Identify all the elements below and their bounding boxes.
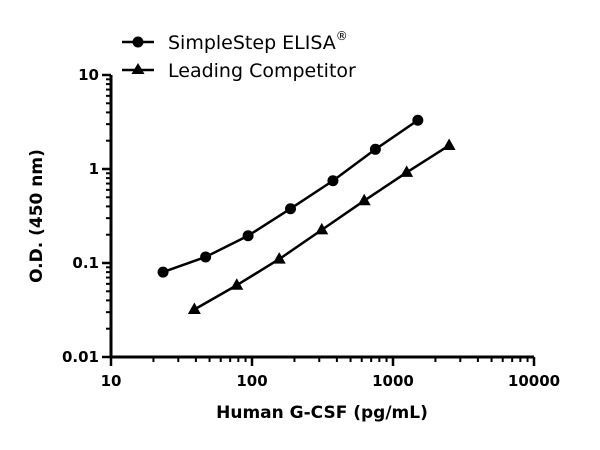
data-point-circle <box>327 175 339 187</box>
y-tick-label: 10 <box>78 66 99 84</box>
legend-item-competitor: Leading Competitor <box>122 60 356 82</box>
series-competitor <box>187 138 456 315</box>
legend-item-simplestep: SimpleStep ELISA® <box>122 29 348 54</box>
legend-circle-marker <box>132 36 144 48</box>
data-point-circle <box>157 266 169 278</box>
data-point-circle <box>369 143 381 155</box>
data-point-circle <box>242 230 254 242</box>
legend: SimpleStep ELISA® Leading Competitor <box>122 29 356 82</box>
data-point-triangle <box>187 302 201 315</box>
series-simplestep <box>157 114 424 278</box>
legend-triangle-marker <box>131 63 145 74</box>
data-point-triangle <box>230 278 244 290</box>
legend-label-competitor: Leading Competitor <box>168 60 356 82</box>
data-point-circle <box>284 203 296 215</box>
data-point-triangle <box>357 193 371 206</box>
y-tick-label: 0.1 <box>72 254 99 272</box>
x-tick-label: 10000 <box>508 372 560 390</box>
y-tick-label: 1 <box>89 160 99 178</box>
series-line <box>162 119 419 274</box>
x-tick-label: 1000 <box>372 372 414 390</box>
data-point-triangle <box>315 222 329 235</box>
data-point-triangle <box>400 165 414 177</box>
x-tick-label: 10 <box>101 372 122 390</box>
data-point-triangle <box>442 138 456 150</box>
data-point-circle <box>412 114 424 126</box>
legend-label-simplestep: SimpleStep ELISA® <box>168 29 348 54</box>
y-tick-label: 0.01 <box>62 348 99 366</box>
y-axis-label: O.D. (450 nm) <box>27 149 47 283</box>
x-axis-label: Human G-CSF (pg/mL) <box>216 403 428 423</box>
data-point-triangle <box>272 252 286 264</box>
x-tick-label: 100 <box>236 372 267 390</box>
data-point-circle <box>200 251 212 263</box>
